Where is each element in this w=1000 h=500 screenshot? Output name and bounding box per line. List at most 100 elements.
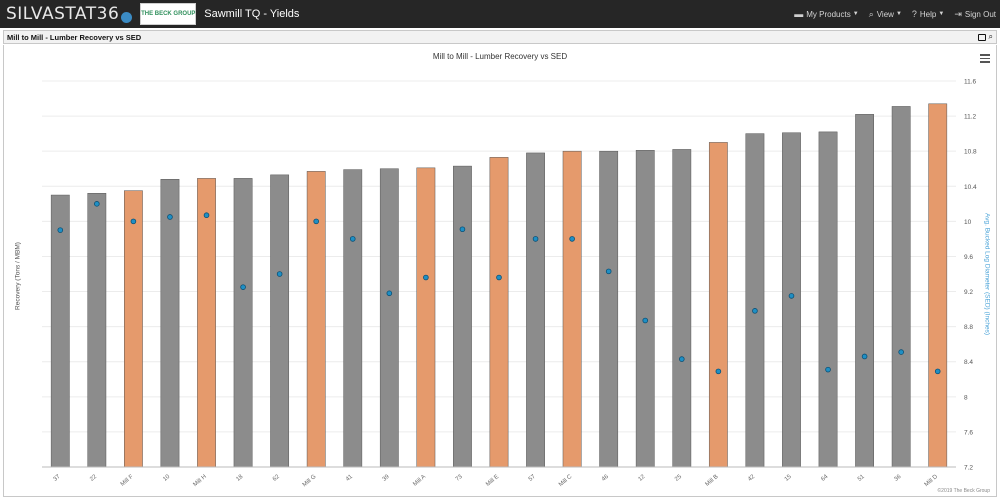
sed-point — [678, 356, 685, 362]
bar — [379, 168, 399, 468]
brand-text: SILVASTAT36 — [6, 4, 120, 24]
bar — [197, 178, 216, 468]
x-axis-tick-label: 37 — [53, 474, 62, 483]
x-axis-tick-label: Mill G — [302, 474, 318, 489]
bar — [855, 114, 874, 468]
bar — [270, 174, 290, 468]
nav-sign-out-label: Sign Out — [964, 9, 996, 19]
sed-point — [934, 368, 941, 375]
sed-point — [386, 290, 393, 297]
nav-help[interactable]: ? Help ▼ — [912, 9, 944, 19]
sed-point — [57, 227, 64, 233]
nav-view-label: View — [876, 9, 894, 19]
x-axis-tick-label: 39 — [382, 474, 391, 483]
sed-point — [167, 214, 173, 220]
bar — [891, 106, 911, 468]
nav-help-label: Help — [919, 9, 937, 19]
silvastat-logo[interactable]: SILVASTAT36 — [6, 0, 133, 28]
x-axis-tick-label: 73 — [455, 474, 464, 483]
bar — [672, 149, 692, 468]
sed-point — [496, 274, 502, 281]
bar — [50, 194, 70, 468]
copyright-text: ©2019 The Beck Group — [937, 488, 990, 494]
right-axis-tick-label: 8.8 — [964, 324, 973, 331]
beck-group-logo: THE BECK GROUP — [140, 3, 197, 25]
x-axis-tick-label: 46 — [601, 474, 610, 483]
sign-out-icon: ⇥ — [954, 8, 962, 19]
bar — [87, 193, 107, 468]
x-axis-tick-label: 62 — [272, 474, 281, 483]
sed-point — [532, 236, 539, 242]
x-axis-tick-label: Mill B — [705, 474, 720, 488]
x-axis-tick-label: 41 — [345, 474, 354, 483]
top-navbar: SILVASTAT36 THE BECK GROUP Sawmill TQ - … — [0, 0, 1000, 28]
x-axis-tick-label: Mill H — [192, 474, 207, 488]
sed-point — [642, 317, 649, 324]
chart-title: Mill to Mill - Lumber Recovery vs SED — [432, 52, 568, 61]
sed-point — [240, 284, 246, 290]
zoom-icon[interactable]: ⌕ — [988, 32, 993, 41]
app-title: Sawmill TQ - Yields — [204, 8, 300, 20]
folder-icon: ▬ — [794, 9, 804, 19]
sed-point — [130, 218, 137, 225]
sed-point — [861, 353, 868, 360]
nav-view[interactable]: ⌕ View ▼ — [869, 9, 902, 20]
x-axis-tick-label: 15 — [784, 474, 793, 483]
bar — [124, 190, 143, 468]
a-badge-icon — [121, 11, 133, 23]
bar — [708, 142, 728, 468]
sed-point — [569, 236, 575, 242]
panel-title: Mill to Mill - Lumber Recovery vs SED — [7, 32, 142, 42]
bar — [928, 103, 948, 468]
bar — [562, 150, 582, 468]
sed-point — [349, 236, 356, 242]
right-axis-tick-label: 9.2 — [964, 289, 973, 296]
x-axis-tick-label: Mill F — [120, 474, 135, 488]
x-axis-tick-label: Mill D — [924, 474, 940, 489]
right-axis-tick-label: 9.6 — [964, 254, 973, 261]
beck-group-logo-text: THE BECK GROUP — [141, 11, 196, 17]
x-axis-tick-label: 36 — [893, 474, 902, 483]
image-icon[interactable] — [977, 33, 986, 41]
right-axis-tick-label: 10.8 — [964, 149, 977, 156]
sed-point — [788, 293, 795, 299]
sed-point — [203, 212, 210, 219]
sed-point — [825, 366, 831, 373]
caret-down-icon: ▼ — [895, 11, 902, 17]
bar — [489, 157, 509, 468]
sed-point — [898, 349, 904, 355]
bar — [453, 165, 472, 468]
search-icon: ⌕ — [868, 8, 874, 19]
sed-point — [715, 368, 722, 375]
bar — [160, 179, 180, 468]
right-axis-tick-label: 8 — [964, 394, 968, 401]
nav-menu: ▬ My Products ▼ ⌕ View ▼ ? Help ▼ ⇥ Sign… — [784, 0, 996, 28]
sed-point — [752, 308, 758, 314]
right-axis-tick-label: 10.4 — [964, 184, 977, 191]
right-axis-tick-label: 11.2 — [964, 114, 977, 121]
bar — [343, 169, 363, 468]
sed-point — [605, 268, 612, 275]
help-icon: ? — [911, 9, 917, 19]
caret-down-icon: ▼ — [938, 11, 945, 17]
nav-my-products[interactable]: ▬ My Products ▼ — [794, 9, 858, 19]
caret-down-icon: ▼ — [852, 11, 859, 17]
x-axis-tick-label: Mill A — [412, 474, 427, 488]
x-axis-tick-label: 22 — [89, 474, 98, 483]
x-axis-tick-label: 18 — [235, 474, 244, 483]
nav-sign-out[interactable]: ⇥ Sign Out — [954, 9, 996, 20]
chart-menu-icon[interactable] — [980, 54, 990, 65]
x-axis-tick-label: 25 — [674, 474, 683, 483]
x-axis-tick-label: 10 — [162, 474, 171, 483]
bar — [782, 132, 801, 468]
right-axis-tick-label: 10 — [964, 219, 972, 226]
bar — [416, 167, 436, 468]
right-axis-tick-label: 8.4 — [964, 359, 973, 366]
x-axis-tick-label: 42 — [747, 474, 756, 483]
sed-point — [423, 274, 429, 281]
bar — [526, 152, 545, 468]
sed-point — [313, 218, 320, 225]
nav-my-products-label: My Products — [806, 9, 851, 19]
panel-tools: ⌕ — [975, 33, 993, 41]
